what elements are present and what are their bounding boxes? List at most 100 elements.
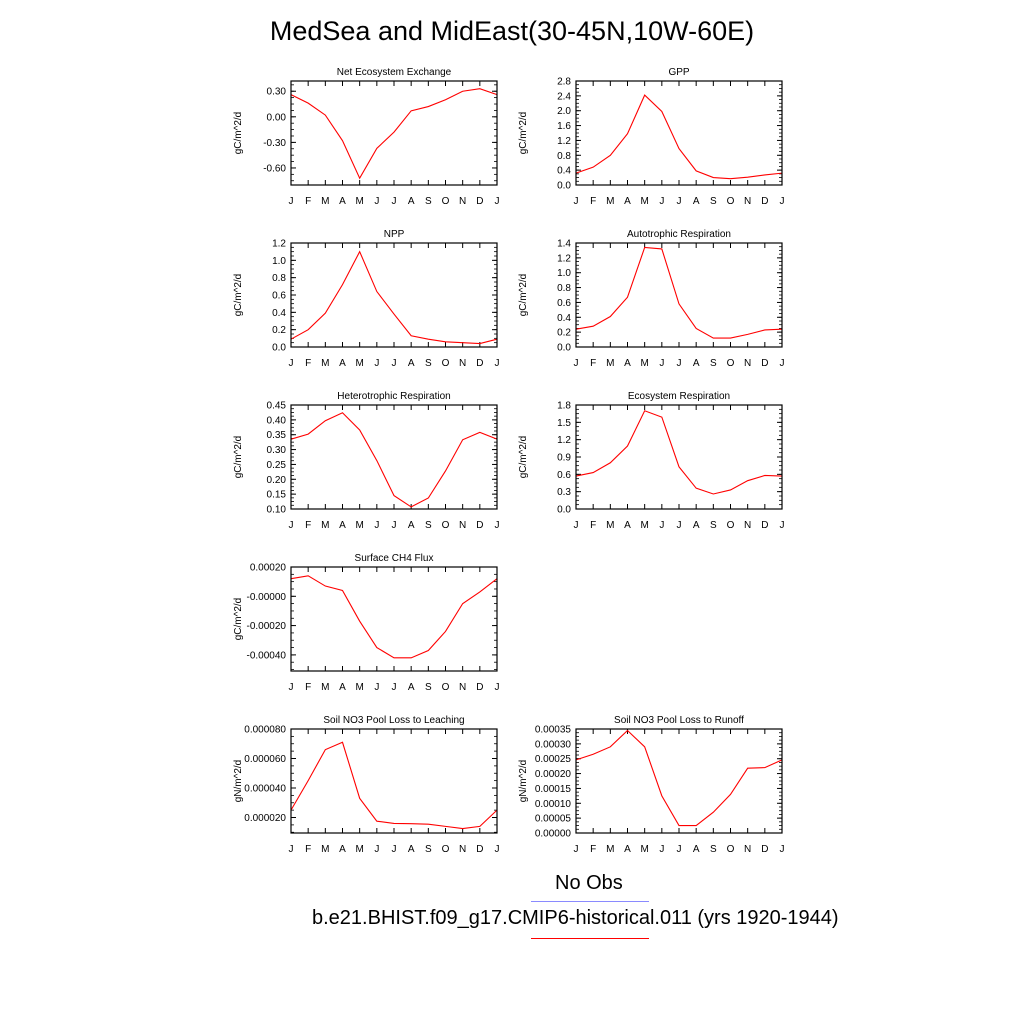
x-tick-label: A bbox=[339, 520, 346, 531]
x-tick-label: A bbox=[693, 358, 700, 369]
y-axis-label: gC/m^2/d bbox=[518, 112, 529, 155]
x-tick-label: J bbox=[392, 682, 397, 693]
chart-panel-1: Net Ecosystem Exchange gC/m^2/d 0.30 0.00 -0… bbox=[233, 67, 500, 207]
x-tick-label: D bbox=[761, 520, 768, 531]
y-tick-label: 0.0 bbox=[557, 505, 571, 516]
chart-panel-4: Autotrophic Respiration gC/m^2/d 0.0 0.2 0.4… bbox=[518, 229, 785, 369]
x-tick-label: M bbox=[355, 196, 363, 207]
chart-panel-6: Ecosystem Respiration gC/m^2/d 0.0 0.3 0.6 0.… bbox=[518, 391, 785, 531]
x-tick-label: M bbox=[321, 844, 329, 855]
x-tick-label: M bbox=[640, 358, 648, 369]
x-tick-label: O bbox=[442, 682, 450, 693]
x-tick-label: J bbox=[780, 358, 785, 369]
x-tick-label: S bbox=[425, 196, 432, 207]
x-tick-label: F bbox=[590, 520, 596, 531]
y-tick-label: 0.000020 bbox=[244, 813, 286, 824]
y-axis-label: gN/m^2/d bbox=[233, 760, 244, 803]
x-tick-label: J bbox=[677, 196, 682, 207]
x-tick-label: J bbox=[659, 520, 664, 531]
x-tick-label: J bbox=[659, 844, 664, 855]
plot-frame bbox=[575, 728, 783, 834]
x-tick-label: J bbox=[289, 520, 294, 531]
x-tick-label: F bbox=[305, 196, 311, 207]
plot-frame bbox=[290, 566, 498, 672]
x-tick-label: S bbox=[425, 844, 432, 855]
x-tick-label: D bbox=[761, 844, 768, 855]
x-tick-label: S bbox=[425, 358, 432, 369]
x-tick-label: J bbox=[392, 520, 397, 531]
y-tick-label: 0.00030 bbox=[535, 739, 572, 750]
plot-frame bbox=[290, 242, 498, 348]
x-tick-label: N bbox=[744, 520, 751, 531]
x-tick-label: J bbox=[677, 520, 682, 531]
y-tick-label: 0.35 bbox=[267, 430, 287, 441]
y-tick-label: 0.25 bbox=[267, 460, 287, 471]
y-tick-label: 0.15 bbox=[267, 490, 287, 501]
x-tick-label: M bbox=[640, 196, 648, 207]
x-tick-label: A bbox=[693, 844, 700, 855]
x-tick-label: M bbox=[640, 844, 648, 855]
chart-title: GPP bbox=[668, 67, 689, 78]
chart-title: Soil NO3 Pool Loss to Runoff bbox=[614, 715, 744, 726]
x-tick-label: F bbox=[305, 844, 311, 855]
x-tick-label: A bbox=[408, 682, 415, 693]
x-tick-label: D bbox=[761, 196, 768, 207]
y-tick-label: 0.6 bbox=[557, 298, 571, 309]
series-line-1 bbox=[290, 575, 498, 659]
series-line-1 bbox=[575, 246, 783, 339]
x-tick-label: M bbox=[606, 358, 614, 369]
y-axis-label: gC/m^2/d bbox=[233, 598, 244, 641]
x-tick-label: S bbox=[710, 358, 717, 369]
x-tick-label: O bbox=[442, 196, 450, 207]
legend-label-model: b.e21.BHIST.f09_g17.CMIP6-historical.011… bbox=[312, 907, 839, 929]
plot-frame bbox=[290, 404, 498, 510]
y-tick-label: 0.40 bbox=[267, 415, 287, 426]
y-axis-label: gC/m^2/d bbox=[233, 274, 244, 317]
x-tick-label: J bbox=[392, 844, 397, 855]
x-tick-label: O bbox=[727, 520, 735, 531]
x-tick-label: A bbox=[624, 358, 631, 369]
x-tick-label: O bbox=[727, 196, 735, 207]
y-tick-label: 0.6 bbox=[557, 470, 571, 481]
chart-title: Heterotrophic Respiration bbox=[337, 391, 450, 402]
x-tick-label: S bbox=[710, 520, 717, 531]
plot-frame bbox=[575, 404, 783, 510]
x-tick-label: M bbox=[640, 520, 648, 531]
y-tick-label: -0.00040 bbox=[247, 650, 287, 661]
y-tick-label: 0.10 bbox=[267, 505, 287, 516]
x-tick-label: J bbox=[392, 358, 397, 369]
x-tick-label: O bbox=[442, 358, 450, 369]
x-tick-label: M bbox=[321, 358, 329, 369]
x-tick-label: D bbox=[476, 682, 483, 693]
x-tick-label: A bbox=[408, 844, 415, 855]
x-tick-label: J bbox=[495, 844, 500, 855]
x-tick-label: J bbox=[374, 844, 379, 855]
y-tick-label: 0.000080 bbox=[244, 725, 286, 736]
y-tick-label: 0.4 bbox=[557, 166, 571, 177]
x-tick-label: J bbox=[574, 196, 579, 207]
x-tick-label: A bbox=[624, 196, 631, 207]
y-tick-label: 1.6 bbox=[557, 121, 571, 132]
x-tick-label: A bbox=[693, 196, 700, 207]
x-tick-label: A bbox=[408, 358, 415, 369]
x-tick-label: J bbox=[374, 196, 379, 207]
plot-frame bbox=[290, 80, 498, 186]
x-tick-label: O bbox=[727, 358, 735, 369]
y-tick-label: 0.00 bbox=[267, 112, 287, 123]
x-tick-label: M bbox=[355, 520, 363, 531]
x-tick-label: A bbox=[339, 844, 346, 855]
x-tick-label: J bbox=[780, 844, 785, 855]
x-tick-label: M bbox=[321, 520, 329, 531]
x-tick-label: F bbox=[305, 358, 311, 369]
x-tick-label: N bbox=[459, 682, 466, 693]
y-tick-label: 0.00020 bbox=[250, 563, 287, 574]
x-tick-label: J bbox=[289, 358, 294, 369]
y-tick-label: 0.8 bbox=[272, 273, 286, 284]
y-tick-label: 0.9 bbox=[557, 453, 571, 464]
y-tick-label: 1.0 bbox=[557, 268, 571, 279]
x-tick-label: J bbox=[374, 520, 379, 531]
x-tick-label: J bbox=[289, 844, 294, 855]
